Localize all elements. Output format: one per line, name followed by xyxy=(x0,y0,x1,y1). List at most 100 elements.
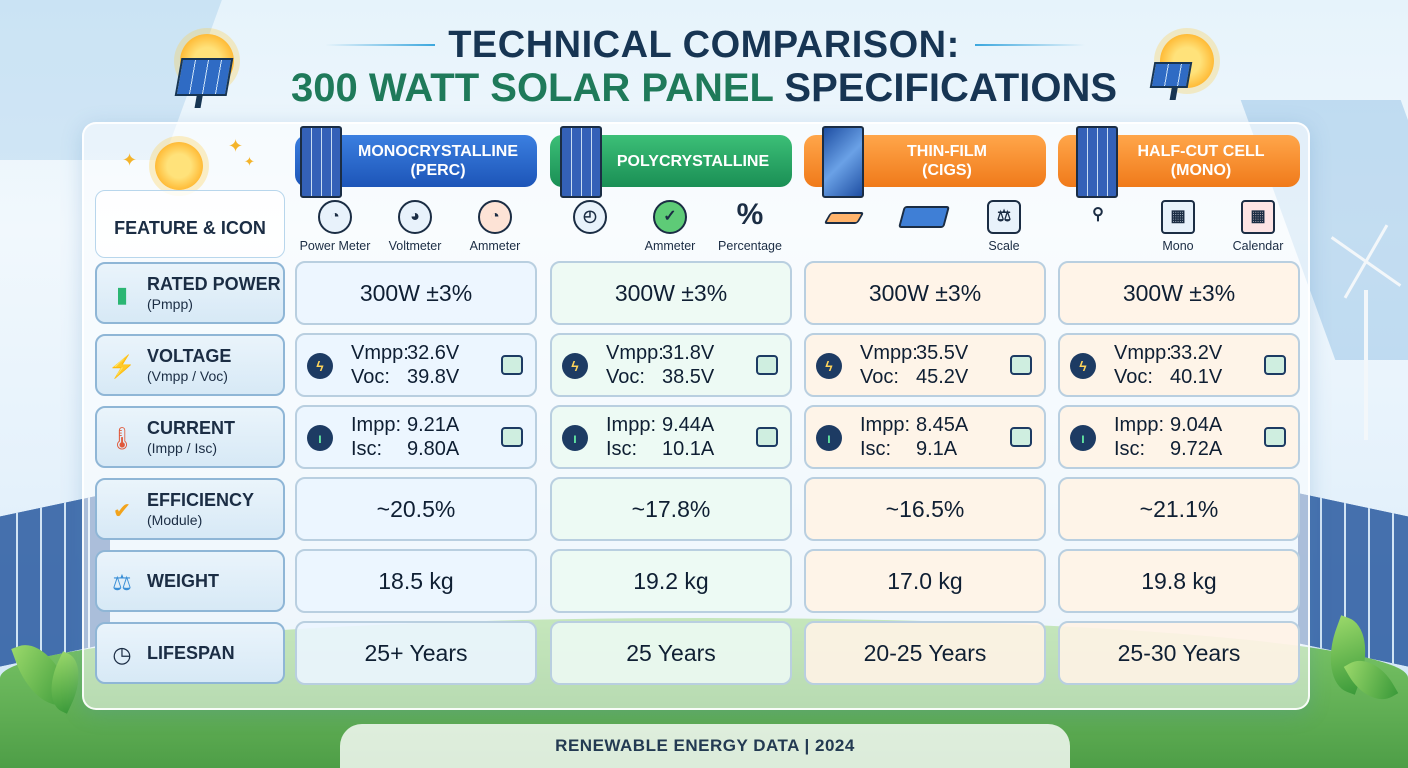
value: 40.1V xyxy=(1170,366,1223,388)
row-label-current: 🌡 CURRENT (Impp / Isc) xyxy=(95,406,285,468)
key: Vmpp: xyxy=(606,342,664,364)
page-subtitle: 300 WATT SOLAR PANEL SPECIFICATIONS xyxy=(0,66,1408,111)
scale-icon-item: ⚖ Scale xyxy=(964,200,1044,253)
row-label-main: VOLTAGE xyxy=(147,345,232,366)
calendar-icon-item: ▦ Calendar xyxy=(1218,200,1298,253)
circuit-chip-icon xyxy=(1010,427,1032,447)
table-cell: 25-30 Years xyxy=(1058,621,1300,685)
sun-icon xyxy=(155,142,203,190)
table-cell: 18.5 kg xyxy=(295,549,537,613)
icon-label: Ammeter xyxy=(469,239,521,253)
lightning-icon: ϟ xyxy=(1070,353,1096,379)
grid-icon: ▦ xyxy=(1161,200,1195,234)
key: Voc: xyxy=(351,366,390,388)
column-icons: ⚖ Scale xyxy=(804,200,1046,258)
subtitle-rest: SPECIFICATIONS xyxy=(784,66,1118,110)
value: 35.5V xyxy=(916,342,969,364)
row-label-lifespan: ◷ LIFESPAN xyxy=(95,622,285,684)
ammeter-icon: ◔ xyxy=(478,200,512,234)
gauge-icon-item: ◔ Power Meter xyxy=(295,200,375,253)
ammeter-icon: ✓ xyxy=(653,200,687,234)
value-pair: Vmpp:33.2V Voc: 40.1V xyxy=(1114,341,1244,389)
footer-caption: RENEWABLE ENERGY DATA | 2024 xyxy=(340,724,1070,768)
value-pair: Vmpp:35.5V Voc: 45.2V xyxy=(860,341,990,389)
film-icon xyxy=(823,212,865,224)
panel-icon xyxy=(898,206,950,228)
column-name: POLYCRYSTALLINE xyxy=(616,152,770,170)
row-label-main: EFFICIENCY xyxy=(147,489,255,510)
value: 39.8V xyxy=(407,366,460,388)
solar-panel-icon xyxy=(1076,126,1118,198)
table-cell: 25+ Years xyxy=(295,621,537,685)
row-label-efficiency: ✔ EFFICIENCY (Module) xyxy=(95,478,285,540)
value: 33.2V xyxy=(1170,342,1223,364)
percent-icon: % xyxy=(736,198,764,231)
icon-label: Scale xyxy=(988,239,1020,253)
row-label-main: WEIGHT xyxy=(147,570,219,591)
circuit-chip-icon xyxy=(1010,355,1032,375)
value: 9.1A xyxy=(916,438,958,460)
voltmeter-icon: ◕ xyxy=(398,200,432,234)
sparkle-icon: ✦ xyxy=(122,150,138,170)
value: 45.2V xyxy=(916,366,969,388)
value-pair: Impp: 9.21A Isc: 9.80A xyxy=(351,413,481,461)
lightning-icon: ⚡ xyxy=(108,354,136,379)
table-cell: 300W ±3% xyxy=(1058,261,1300,325)
value: 9.04A xyxy=(1170,414,1223,436)
table-cell: ~16.5% xyxy=(804,477,1046,541)
title-accent-line xyxy=(975,44,1085,46)
row-label-sub: (Vmpp / Voc) xyxy=(147,367,228,384)
value: 32.6V xyxy=(407,342,460,364)
calendar-icon: ▦ xyxy=(1241,200,1275,234)
key: Vmpp: xyxy=(860,342,918,364)
key: Vmpp: xyxy=(351,342,409,364)
value-pair: Impp: 9.04A Isc: 9.72A xyxy=(1114,413,1244,461)
key: Impp: xyxy=(606,414,657,436)
table-cell: 20-25 Years xyxy=(804,621,1046,685)
key: Isc: xyxy=(1114,438,1146,460)
table-cell: 17.0 kg xyxy=(804,549,1046,613)
row-label-sub: (Pmpp) xyxy=(147,295,193,312)
battery-icon: ▮ xyxy=(115,282,129,307)
scale-icon: ⚖ xyxy=(987,200,1021,234)
circuit-chip-icon xyxy=(501,427,523,447)
current-icon: ı xyxy=(307,425,333,451)
column-name: MONOCRYSTALLINE xyxy=(358,143,518,160)
key: Impp: xyxy=(1114,414,1165,436)
current-icon: ı xyxy=(816,425,842,451)
row-label-main: LIFESPAN xyxy=(147,642,235,663)
value-pair: Impp: 8.45A Isc: 9.1A xyxy=(860,413,990,461)
row-label-sub: (Impp / Isc) xyxy=(147,439,218,456)
value-pair: Impp: 9.44A Isc: 10.1A xyxy=(606,413,736,461)
table-cell: 19.8 kg xyxy=(1058,549,1300,613)
row-label-main: CURRENT xyxy=(147,417,235,438)
network-icon: ⚲ xyxy=(1092,206,1104,223)
title-accent-line xyxy=(325,44,435,46)
table-cell: ϟ Vmpp:32.6V Voc: 39.8V xyxy=(295,333,537,397)
current-icon: ı xyxy=(562,425,588,451)
table-cell: ı Impp: 9.44A Isc: 10.1A xyxy=(550,405,792,469)
ammeter-icon-item: ◔ Ammeter xyxy=(455,200,535,253)
thermometer-icon: 🌡 xyxy=(108,426,136,451)
percent-icon-item: % Percentage xyxy=(710,198,790,254)
table-cell: ı Impp: 8.45A Isc: 9.1A xyxy=(804,405,1046,469)
gauge-icon-item: ◴ xyxy=(550,200,630,239)
icon-label: Ammeter xyxy=(644,239,696,253)
ammeter-icon-item: ✓ Ammeter xyxy=(630,200,710,253)
thin-film-panel-icon xyxy=(822,126,864,198)
current-icon: ı xyxy=(1070,425,1096,451)
icon-label: Voltmeter xyxy=(388,239,442,253)
subtitle-highlight: 300 WATT SOLAR PANEL xyxy=(290,66,774,110)
row-label-rated-power: ▮ RATED POWER (Pmpp) xyxy=(95,262,285,324)
table-cell: ı Impp: 9.04A Isc: 9.72A xyxy=(1058,405,1300,469)
feature-header: FEATURE & ICON xyxy=(95,190,285,258)
key: Vmpp: xyxy=(1114,342,1172,364)
check-badge-icon: ✔ xyxy=(112,498,132,523)
film-icon-item xyxy=(804,200,884,229)
icon-label: Percentage xyxy=(718,239,782,253)
value-pair: Vmpp:31.8V Voc: 38.5V xyxy=(606,341,736,389)
key: Isc: xyxy=(860,438,892,460)
column-icons: ◴ ✓ Ammeter % Percentage xyxy=(550,200,792,258)
value: 9.21A xyxy=(407,414,460,436)
value: 38.5V xyxy=(662,366,715,388)
